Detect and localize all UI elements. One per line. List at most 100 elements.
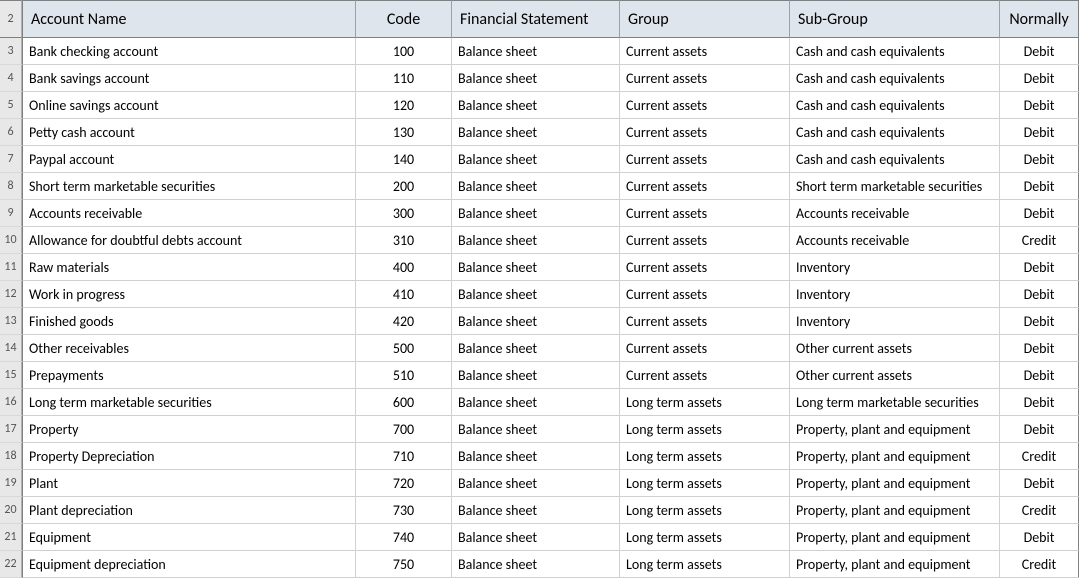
spreadsheet-grid[interactable]: 2Account NameCodeFinancial StatementGrou… bbox=[0, 0, 1079, 578]
row-number[interactable]: 10 bbox=[0, 227, 22, 254]
cell-normally[interactable]: Debit bbox=[1000, 335, 1079, 362]
column-header[interactable]: Normally bbox=[1000, 0, 1079, 38]
column-header[interactable]: Code bbox=[356, 0, 452, 38]
row-number[interactable]: 4 bbox=[0, 65, 22, 92]
cell-subgroup[interactable]: Property, plant and equipment bbox=[790, 470, 1000, 497]
cell-normally[interactable]: Credit bbox=[1000, 443, 1079, 470]
cell-code[interactable]: 310 bbox=[356, 227, 452, 254]
cell-code[interactable]: 720 bbox=[356, 470, 452, 497]
cell-code[interactable]: 400 bbox=[356, 254, 452, 281]
row-number[interactable]: 17 bbox=[0, 416, 22, 443]
cell-code[interactable]: 600 bbox=[356, 389, 452, 416]
cell-group[interactable]: Current assets bbox=[620, 308, 790, 335]
row-number[interactable]: 13 bbox=[0, 308, 22, 335]
row-number[interactable]: 20 bbox=[0, 497, 22, 524]
cell-code[interactable]: 740 bbox=[356, 524, 452, 551]
cell-normally[interactable]: Credit bbox=[1000, 551, 1079, 578]
cell-name[interactable]: Raw materials bbox=[22, 254, 356, 281]
cell-group[interactable]: Long term assets bbox=[620, 470, 790, 497]
cell-group[interactable]: Current assets bbox=[620, 362, 790, 389]
cell-subgroup[interactable]: Property, plant and equipment bbox=[790, 443, 1000, 470]
row-number[interactable]: 16 bbox=[0, 389, 22, 416]
cell-group[interactable]: Long term assets bbox=[620, 524, 790, 551]
cell-code[interactable]: 730 bbox=[356, 497, 452, 524]
cell-code[interactable]: 750 bbox=[356, 551, 452, 578]
row-number[interactable]: 5 bbox=[0, 92, 22, 119]
cell-fs[interactable]: Balance sheet bbox=[452, 200, 620, 227]
cell-fs[interactable]: Balance sheet bbox=[452, 92, 620, 119]
row-number[interactable]: 19 bbox=[0, 470, 22, 497]
cell-group[interactable]: Long term assets bbox=[620, 551, 790, 578]
row-number[interactable]: 3 bbox=[0, 38, 22, 65]
cell-group[interactable]: Current assets bbox=[620, 254, 790, 281]
row-number[interactable]: 8 bbox=[0, 173, 22, 200]
cell-code[interactable]: 110 bbox=[356, 65, 452, 92]
cell-fs[interactable]: Balance sheet bbox=[452, 227, 620, 254]
cell-code[interactable]: 200 bbox=[356, 173, 452, 200]
cell-subgroup[interactable]: Cash and cash equivalents bbox=[790, 65, 1000, 92]
row-number[interactable]: 18 bbox=[0, 443, 22, 470]
cell-fs[interactable]: Balance sheet bbox=[452, 65, 620, 92]
cell-fs[interactable]: Balance sheet bbox=[452, 335, 620, 362]
cell-code[interactable]: 510 bbox=[356, 362, 452, 389]
cell-group[interactable]: Current assets bbox=[620, 146, 790, 173]
row-number[interactable]: 6 bbox=[0, 119, 22, 146]
cell-normally[interactable]: Debit bbox=[1000, 308, 1079, 335]
cell-code[interactable]: 410 bbox=[356, 281, 452, 308]
cell-normally[interactable]: Debit bbox=[1000, 254, 1079, 281]
cell-normally[interactable]: Debit bbox=[1000, 200, 1079, 227]
cell-group[interactable]: Current assets bbox=[620, 173, 790, 200]
cell-code[interactable]: 500 bbox=[356, 335, 452, 362]
row-number[interactable]: 22 bbox=[0, 551, 22, 578]
cell-normally[interactable]: Debit bbox=[1000, 281, 1079, 308]
cell-subgroup[interactable]: Property, plant and equipment bbox=[790, 524, 1000, 551]
cell-group[interactable]: Current assets bbox=[620, 200, 790, 227]
cell-name[interactable]: Work in progress bbox=[22, 281, 356, 308]
cell-fs[interactable]: Balance sheet bbox=[452, 389, 620, 416]
column-header[interactable]: Financial Statement bbox=[452, 0, 620, 38]
cell-normally[interactable]: Debit bbox=[1000, 65, 1079, 92]
row-number[interactable]: 15 bbox=[0, 362, 22, 389]
cell-normally[interactable]: Debit bbox=[1000, 524, 1079, 551]
cell-name[interactable]: Online savings account bbox=[22, 92, 356, 119]
cell-group[interactable]: Current assets bbox=[620, 281, 790, 308]
cell-name[interactable]: Long term marketable securities bbox=[22, 389, 356, 416]
cell-normally[interactable]: Debit bbox=[1000, 38, 1079, 65]
cell-normally[interactable]: Credit bbox=[1000, 497, 1079, 524]
cell-fs[interactable]: Balance sheet bbox=[452, 119, 620, 146]
cell-group[interactable]: Long term assets bbox=[620, 416, 790, 443]
cell-name[interactable]: Petty cash account bbox=[22, 119, 356, 146]
cell-subgroup[interactable]: Property, plant and equipment bbox=[790, 551, 1000, 578]
cell-subgroup[interactable]: Inventory bbox=[790, 281, 1000, 308]
row-number[interactable]: 7 bbox=[0, 146, 22, 173]
cell-normally[interactable]: Debit bbox=[1000, 416, 1079, 443]
cell-normally[interactable]: Debit bbox=[1000, 119, 1079, 146]
cell-subgroup[interactable]: Cash and cash equivalents bbox=[790, 146, 1000, 173]
cell-group[interactable]: Long term assets bbox=[620, 497, 790, 524]
cell-name[interactable]: Bank savings account bbox=[22, 65, 356, 92]
cell-group[interactable]: Long term assets bbox=[620, 389, 790, 416]
cell-name[interactable]: Other receivables bbox=[22, 335, 356, 362]
cell-name[interactable]: Equipment depreciation bbox=[22, 551, 356, 578]
cell-code[interactable]: 300 bbox=[356, 200, 452, 227]
cell-subgroup[interactable]: Accounts receivable bbox=[790, 200, 1000, 227]
cell-group[interactable]: Current assets bbox=[620, 227, 790, 254]
cell-subgroup[interactable]: Cash and cash equivalents bbox=[790, 119, 1000, 146]
cell-code[interactable]: 710 bbox=[356, 443, 452, 470]
cell-code[interactable]: 700 bbox=[356, 416, 452, 443]
cell-normally[interactable]: Credit bbox=[1000, 227, 1079, 254]
cell-name[interactable]: Plant bbox=[22, 470, 356, 497]
cell-fs[interactable]: Balance sheet bbox=[452, 497, 620, 524]
cell-code[interactable]: 420 bbox=[356, 308, 452, 335]
cell-fs[interactable]: Balance sheet bbox=[452, 254, 620, 281]
cell-fs[interactable]: Balance sheet bbox=[452, 524, 620, 551]
cell-name[interactable]: Plant depreciation bbox=[22, 497, 356, 524]
cell-code[interactable]: 140 bbox=[356, 146, 452, 173]
cell-code[interactable]: 130 bbox=[356, 119, 452, 146]
cell-subgroup[interactable]: Inventory bbox=[790, 254, 1000, 281]
cell-subgroup[interactable]: Accounts receivable bbox=[790, 227, 1000, 254]
column-header[interactable]: Sub-Group bbox=[790, 0, 1000, 38]
cell-name[interactable]: Short term marketable securities bbox=[22, 173, 356, 200]
cell-group[interactable]: Long term assets bbox=[620, 443, 790, 470]
cell-group[interactable]: Current assets bbox=[620, 38, 790, 65]
